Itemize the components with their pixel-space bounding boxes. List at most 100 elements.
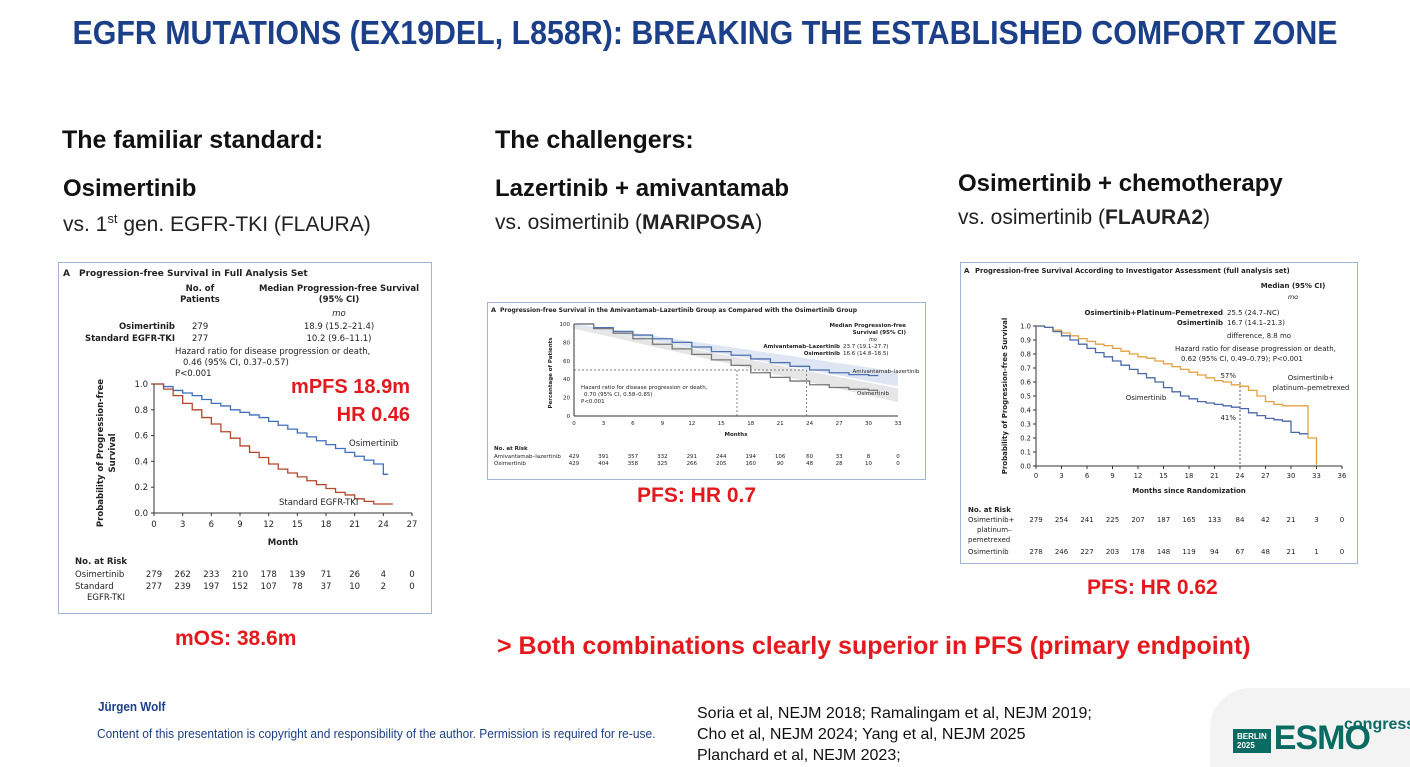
curve-osimertinib (1036, 325, 1308, 435)
x-tick-label: 15 (718, 421, 725, 427)
risk-value: 3 (1314, 516, 1318, 524)
x-tick-label: 0 (151, 520, 156, 530)
risk-value: 148 (1157, 548, 1170, 556)
x-tick-label: 9 (237, 520, 242, 530)
panel-letter: A (63, 269, 70, 279)
panel-title: Progression-free Survival in Full Analys… (79, 269, 308, 279)
risk-value: 48 (1261, 548, 1270, 556)
legend-row-median: 16.7 (14.1–21.3) (1227, 319, 1285, 327)
y-axis-label: Probability of Progression-free Survival (1001, 318, 1009, 475)
x-tick-label: 33 (895, 421, 902, 427)
curve-standard (154, 383, 393, 505)
y-tick-label: 0.0 (1020, 463, 1031, 471)
y-axis-label: Percentage of Patients (548, 337, 554, 409)
x-tick-label: 24 (1236, 472, 1245, 480)
risk-value: 78 (292, 582, 303, 592)
x-tick-label: 0 (1034, 472, 1038, 480)
x-axis-label: Months since Randomization (1132, 487, 1246, 495)
x-tick-label: 21 (349, 520, 360, 530)
risk-value: 279 (1029, 516, 1042, 524)
risk-title: No. at Risk (494, 446, 528, 452)
ci-band-gray (574, 325, 898, 403)
left-comparison-post: gen. EGFR-TKI (FLAURA) (117, 213, 371, 236)
risk-value: 2 (381, 582, 386, 592)
y-tick-label: 0.8 (1020, 351, 1031, 359)
risk-value: 10 (865, 461, 872, 467)
col-header: Patients (180, 295, 220, 305)
legend-row-median: 18.9 (15.2–21.4) (304, 322, 374, 332)
risk-value: 262 (175, 570, 191, 580)
left-mpfs-overlay: mPFS 18.9m (291, 376, 410, 398)
y-tick-label: 0.8 (134, 406, 148, 416)
curve-label: Osimertinib+ (1288, 374, 1335, 382)
risk-value: 178 (1131, 548, 1144, 556)
x-tick-label: 15 (1159, 472, 1168, 480)
risk-value: 60 (806, 454, 813, 460)
y-tick-label: 20 (563, 396, 570, 402)
right-comparison-pre: vs. osimertinib ( (958, 206, 1106, 229)
logo-congress: congress (1344, 716, 1410, 733)
y-tick-label: 0.6 (1020, 379, 1031, 387)
left-header: The familiar standard: (62, 126, 324, 154)
x-tick-label: 27 (407, 520, 418, 530)
mariposa-figure: A Progression-free Survival in the Amivan… (487, 302, 926, 480)
risk-value: 246 (1055, 548, 1069, 556)
risk-value: 404 (598, 461, 609, 467)
risk-value: 207 (1131, 516, 1144, 524)
risk-row-name: Osimertinib (968, 548, 1009, 556)
col-header: (95% CI) (319, 295, 360, 305)
x-tick-label: 12 (1134, 472, 1143, 480)
risk-value: 325 (657, 461, 668, 467)
risk-value: 119 (1182, 548, 1195, 556)
risk-value: 48 (806, 461, 813, 467)
legend-row-name: Osimertinib (119, 322, 175, 332)
risk-value: 277 (146, 582, 162, 592)
left-comparison-sup: st (107, 211, 118, 226)
risk-value: 239 (175, 582, 191, 592)
logo-background (1210, 688, 1410, 767)
x-tick-label: 18 (321, 520, 332, 530)
curve-label: platinum–pemetrexed (1273, 384, 1350, 392)
legend-row-n: 279 (192, 322, 208, 332)
risk-value: 194 (745, 454, 756, 460)
x-tick-label: 36 (1338, 472, 1347, 480)
unit-label: mo (869, 337, 877, 343)
risk-value: 332 (657, 454, 668, 460)
x-tick-label: 33 (1312, 472, 1321, 480)
y-tick-label: 80 (563, 340, 570, 346)
risk-value: 37 (321, 582, 332, 592)
risk-value: 42 (1261, 516, 1270, 524)
middle-comparison-bold: MARIPOSA (642, 211, 756, 234)
x-tick-label: 30 (865, 421, 872, 427)
risk-row-name: Osimertinib (494, 461, 526, 467)
y-tick-label: 0.4 (134, 457, 148, 467)
hr-text: P<0.001 (175, 369, 212, 379)
risk-title: No. at Risk (968, 506, 1011, 514)
x-tick-label: 9 (661, 421, 665, 427)
x-tick-label: 27 (1261, 472, 1270, 480)
y-tick-label: 0.5 (1020, 393, 1031, 401)
flaura-figure: A Progression-free Survival in Full Analy… (58, 262, 432, 614)
author-name: Jürgen Wolf (98, 699, 166, 714)
risk-value: 0 (1340, 548, 1344, 556)
risk-value: 291 (687, 454, 698, 460)
risk-value: 266 (687, 461, 698, 467)
risk-value: 139 (289, 570, 305, 580)
legend-row-n: 277 (192, 334, 208, 344)
curve-osimertinib-chemo (1036, 325, 1318, 466)
risk-value: 197 (203, 582, 219, 592)
risk-row-name: Osimertinib (75, 570, 124, 580)
risk-value: 205 (716, 461, 727, 467)
legend-row-median: 10.2 (9.6–11.1) (307, 334, 372, 344)
curve-amivantamab-lazertinib (574, 323, 879, 377)
y-tick-label: 1.0 (134, 380, 148, 390)
risk-value: 178 (261, 570, 277, 580)
x-axis-label: Month (268, 538, 298, 548)
legend-title: Median Progression-free (830, 323, 907, 329)
references: Soria et al, NEJM 2018; Ramalingam et al… (697, 703, 1092, 766)
risk-row-name: pemetrexed (968, 536, 1010, 544)
reference-line: Planchard et al, NEJM 2023; (697, 747, 901, 764)
risk-value: 187 (1157, 516, 1170, 524)
curve-label: Amivantamab–lazertinib (853, 369, 920, 375)
x-tick-label: 3 (1059, 472, 1063, 480)
